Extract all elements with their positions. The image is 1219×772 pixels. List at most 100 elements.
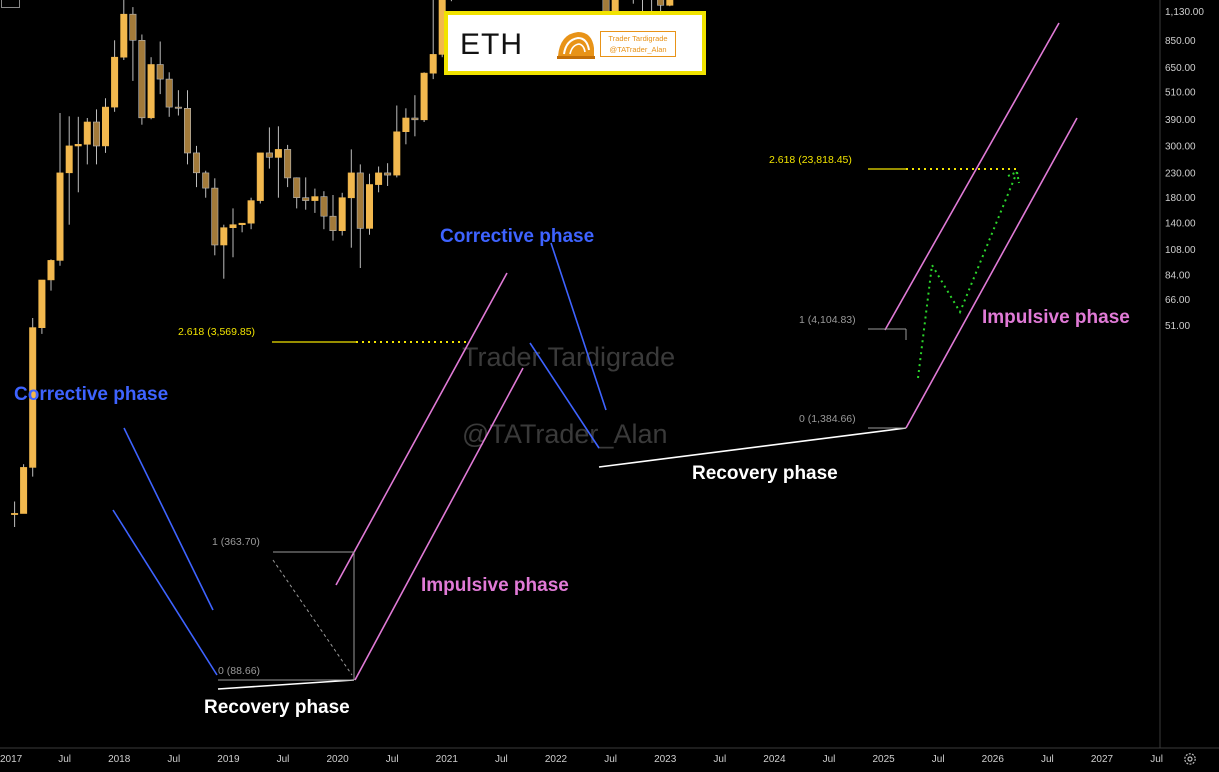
recovery-phase-label-left: Recovery phase [204,697,350,718]
fib-diag-2019 [272,559,353,676]
candle-body [83,121,91,145]
candle [229,208,237,258]
candle [102,98,110,153]
candle [220,224,228,279]
candle-body [229,224,237,228]
projection-arrowhead [1007,170,1020,184]
corrective-line-2022-upper [550,242,607,411]
candle-body [338,197,346,231]
fib-0-2019-label: 0 (88.66) [218,665,260,677]
impulsive-phase-label-right: Impulsive phase [982,307,1130,328]
y-tick-label: 510.00 [1165,88,1196,99]
candle [293,177,301,209]
candle [147,57,155,120]
logo-banner: ETH Trader Tardigrade @TATrader_Alan [444,11,706,75]
candle [65,116,73,225]
candle-body [302,197,310,201]
candle-body [393,131,401,176]
y-tick-label: 66.00 [1165,295,1190,306]
candle [256,152,264,204]
y-tick-label: 108.00 [1165,245,1196,256]
candle-body [38,279,46,329]
candle [111,40,119,112]
candle-body [129,13,137,41]
candle-body [247,200,255,224]
candle [356,164,364,268]
x-tick-label: 2024 [763,754,786,765]
candle-body [11,513,19,515]
candle [238,222,246,233]
candle-body [93,121,101,147]
candle-body [20,467,28,514]
candle [429,0,437,80]
candle [93,109,101,165]
candle [450,0,452,2]
candle-body [375,172,383,185]
watermark-name: Trader Tardigrade [462,342,675,372]
x-tick-label: Jul [58,754,71,765]
ticker-symbol: ETH [460,28,523,61]
candle-body [311,196,319,201]
candle-body [165,78,173,108]
candle [411,95,419,137]
y-tick-label: 650.00 [1165,63,1196,74]
recovery-line-2023 [598,427,907,468]
x-tick-label: 2019 [217,754,240,765]
collapse-icon[interactable] [1,0,20,8]
x-tick-label: 2027 [1091,754,1114,765]
y-tick-label: 140.00 [1165,219,1196,230]
candle [420,72,428,122]
x-tick-label: 2018 [108,754,131,765]
candle [20,464,28,514]
candle-body [202,172,210,189]
candle-body [65,145,73,174]
candle [129,7,137,81]
candle-body [47,260,55,281]
candle-body [274,149,282,158]
impulsive-line-2020-lower [354,367,524,681]
impulsive-line-2025-upper [884,22,1060,331]
brand-tag: Trader Tardigrade @TATrader_Alan [600,31,676,57]
candle-body [411,117,419,121]
candle-body [184,108,192,154]
y-tick-label: 51.00 [1165,321,1190,332]
candle-body [29,327,37,468]
candle [302,177,310,210]
x-tick-label: Jul [1150,754,1163,765]
candle [632,0,634,4]
candle-body [238,222,246,225]
candle [320,191,328,230]
candle [202,170,210,198]
tardigrade-logo-icon [557,32,595,59]
candle [120,0,128,60]
x-tick-label: 2023 [654,754,677,765]
candle [311,188,319,213]
candle [193,145,201,188]
candle [74,116,82,193]
candle-body [365,184,373,229]
candle-body [347,172,355,199]
brand-name: Trader Tardigrade [608,34,668,43]
corrective-line-2018-lower [112,509,218,676]
x-tick-label: Jul [167,754,180,765]
x-tick-label: Jul [604,754,617,765]
candle [184,90,192,165]
candle-body [356,172,364,229]
y-tick-label: 850.00 [1165,36,1196,47]
candle-body [220,227,228,246]
fib-1-2019-label: 1 (363.70) [212,536,260,548]
candle-body [211,187,219,246]
watermark: Trader Tardigrade @TATrader_Alan [462,342,675,449]
gear-icon[interactable] [1183,752,1197,766]
candle [274,126,282,198]
candle-body [256,152,264,201]
candle-body [174,106,182,109]
candle-body [56,172,64,261]
candle-body [293,177,301,199]
candle-body [156,64,164,80]
candle [247,197,255,230]
drawings [112,22,1078,690]
x-tick-label: 2026 [982,754,1005,765]
